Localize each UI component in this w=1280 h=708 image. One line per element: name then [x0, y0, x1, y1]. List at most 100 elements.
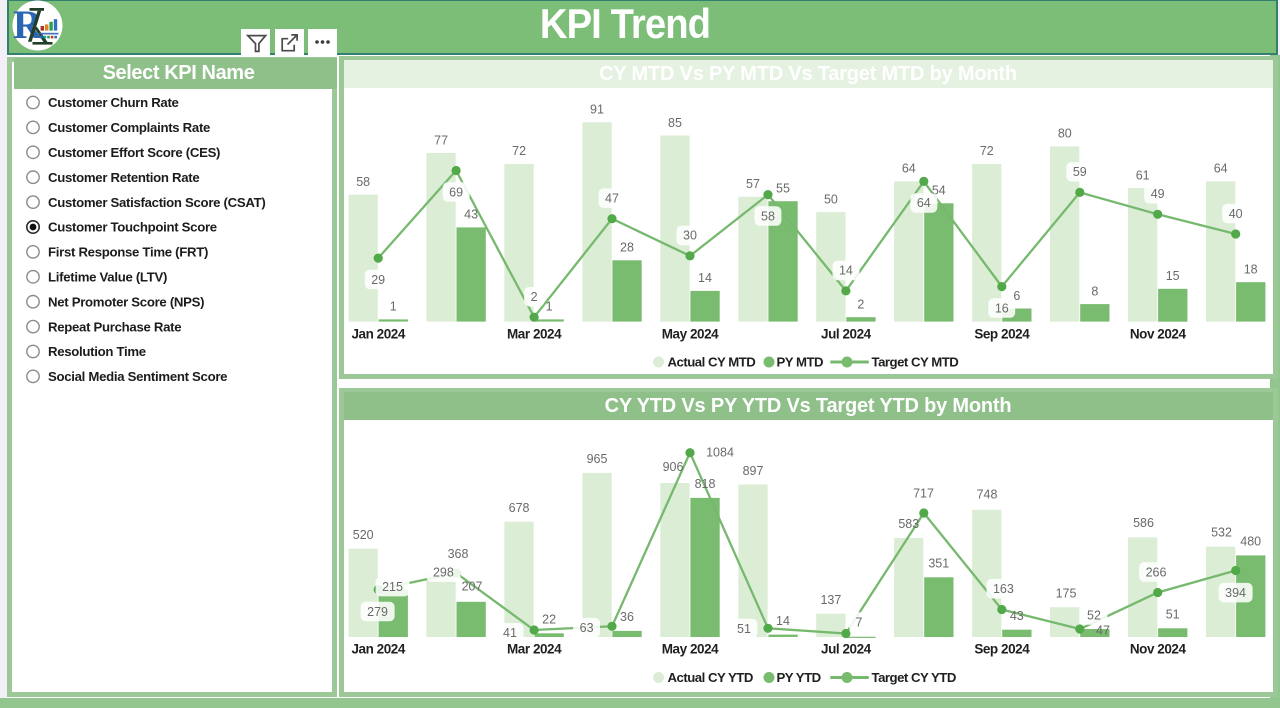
svg-text:51: 51 [737, 622, 751, 636]
svg-text:897: 897 [743, 464, 764, 478]
svg-text:PY MTD: PY MTD [777, 355, 824, 370]
svg-text:Repeat Purchase Rate: Repeat Purchase Rate [48, 319, 181, 334]
svg-text:64: 64 [917, 196, 931, 210]
svg-text:30: 30 [683, 229, 697, 243]
svg-text:Nov 2024: Nov 2024 [1130, 642, 1187, 657]
svg-text:63: 63 [580, 621, 594, 635]
svg-text:1084: 1084 [706, 446, 734, 460]
svg-text:Customer Retention Rate: Customer Retention Rate [48, 170, 199, 185]
svg-text:1: 1 [390, 300, 397, 314]
svg-text:36: 36 [620, 610, 634, 624]
svg-text:Jan 2024: Jan 2024 [351, 327, 405, 342]
svg-text:51: 51 [1166, 608, 1180, 622]
svg-text:Sep 2024: Sep 2024 [974, 642, 1030, 657]
svg-text:717: 717 [913, 487, 934, 501]
svg-text:14: 14 [839, 264, 853, 278]
svg-text:748: 748 [977, 487, 998, 501]
svg-text:Target CY MTD: Target CY MTD [872, 355, 959, 370]
svg-text:PY YTD: PY YTD [777, 670, 821, 685]
svg-text:Lifetime Value (LTV): Lifetime Value (LTV) [48, 270, 167, 285]
svg-text:15: 15 [1166, 269, 1180, 283]
svg-text:22: 22 [542, 613, 556, 627]
svg-text:91: 91 [590, 103, 604, 117]
svg-text:14: 14 [698, 271, 712, 285]
svg-text:Actual CY MTD: Actual CY MTD [668, 355, 756, 370]
svg-text:47: 47 [605, 192, 619, 206]
svg-text:28: 28 [620, 241, 634, 255]
svg-text:Jul 2024: Jul 2024 [821, 327, 872, 342]
svg-text:41: 41 [503, 626, 517, 640]
svg-text:May 2024: May 2024 [662, 327, 719, 342]
svg-text:532: 532 [1211, 525, 1232, 539]
svg-text:85: 85 [668, 116, 682, 130]
svg-text:69: 69 [449, 185, 463, 199]
svg-text:Target CY YTD: Target CY YTD [872, 670, 956, 685]
svg-text:586: 586 [1133, 516, 1154, 530]
svg-text:298: 298 [433, 566, 454, 580]
svg-text:43: 43 [464, 208, 478, 222]
svg-text:57: 57 [746, 177, 760, 191]
svg-text:520: 520 [353, 528, 374, 542]
svg-text:77: 77 [434, 133, 448, 147]
svg-text:Net Promoter Score (NPS): Net Promoter Score (NPS) [48, 294, 204, 309]
svg-text:351: 351 [928, 557, 949, 571]
svg-text:1: 1 [546, 300, 553, 314]
svg-text:Mar 2024: Mar 2024 [507, 642, 562, 657]
svg-text:163: 163 [993, 582, 1014, 596]
svg-text:279: 279 [367, 605, 388, 619]
svg-text:Actual CY YTD: Actual CY YTD [668, 670, 753, 685]
svg-text:18: 18 [1244, 263, 1258, 277]
svg-text:818: 818 [695, 477, 716, 491]
svg-text:8: 8 [1091, 284, 1098, 298]
svg-text:Customer Churn Rate: Customer Churn Rate [48, 95, 179, 110]
svg-text:2: 2 [857, 298, 864, 312]
svg-text:175: 175 [1056, 587, 1077, 601]
svg-text:72: 72 [512, 144, 526, 158]
svg-text:72: 72 [980, 144, 994, 158]
svg-text:64: 64 [902, 162, 916, 176]
svg-text:Customer Complaints Rate: Customer Complaints Rate [48, 120, 210, 135]
svg-text:64: 64 [1214, 162, 1228, 176]
svg-text:55: 55 [776, 182, 790, 196]
svg-text:Jul 2024: Jul 2024 [821, 642, 872, 657]
svg-text:40: 40 [1229, 207, 1243, 221]
svg-text:Customer Satisfaction Score (C: Customer Satisfaction Score (CSAT) [48, 195, 265, 210]
svg-text:59: 59 [1073, 165, 1087, 179]
svg-text:215: 215 [382, 580, 403, 594]
svg-text:207: 207 [462, 579, 483, 593]
svg-text:May 2024: May 2024 [662, 642, 719, 657]
svg-text:54: 54 [932, 184, 946, 198]
svg-text:Customer Touchpoint Score: Customer Touchpoint Score [48, 220, 217, 235]
svg-text:583: 583 [898, 517, 919, 531]
svg-text:14: 14 [776, 614, 790, 628]
svg-text:16: 16 [995, 301, 1009, 315]
svg-text:First Response Time (FRT): First Response Time (FRT) [48, 245, 208, 260]
svg-text:137: 137 [820, 593, 841, 607]
svg-text:49: 49 [1151, 187, 1165, 201]
svg-text:Resolution Time: Resolution Time [48, 344, 146, 359]
svg-text:Customer Effort Score (CES): Customer Effort Score (CES) [48, 145, 220, 160]
svg-text:906: 906 [663, 460, 684, 474]
svg-text:480: 480 [1240, 535, 1261, 549]
svg-text:80: 80 [1058, 127, 1072, 141]
svg-text:266: 266 [1146, 565, 1167, 579]
svg-text:678: 678 [509, 501, 530, 515]
svg-text:Sep 2024: Sep 2024 [974, 327, 1030, 342]
svg-text:47: 47 [1096, 623, 1110, 637]
svg-text:965: 965 [587, 452, 608, 466]
svg-text:6: 6 [1013, 289, 1020, 303]
svg-text:368: 368 [448, 547, 469, 561]
svg-text:394: 394 [1225, 586, 1246, 600]
svg-text:43: 43 [1010, 609, 1024, 623]
svg-text:2: 2 [531, 290, 538, 304]
svg-text:7: 7 [856, 615, 863, 629]
svg-text:Mar 2024: Mar 2024 [507, 327, 562, 342]
svg-text:58: 58 [356, 175, 370, 189]
svg-text:50: 50 [824, 192, 838, 206]
svg-text:Nov 2024: Nov 2024 [1130, 327, 1187, 342]
svg-text:29: 29 [371, 273, 385, 287]
svg-text:Social Media Sentiment Score: Social Media Sentiment Score [48, 369, 227, 384]
svg-text:61: 61 [1136, 168, 1150, 182]
svg-text:58: 58 [761, 209, 775, 223]
svg-text:Jan 2024: Jan 2024 [351, 642, 405, 657]
